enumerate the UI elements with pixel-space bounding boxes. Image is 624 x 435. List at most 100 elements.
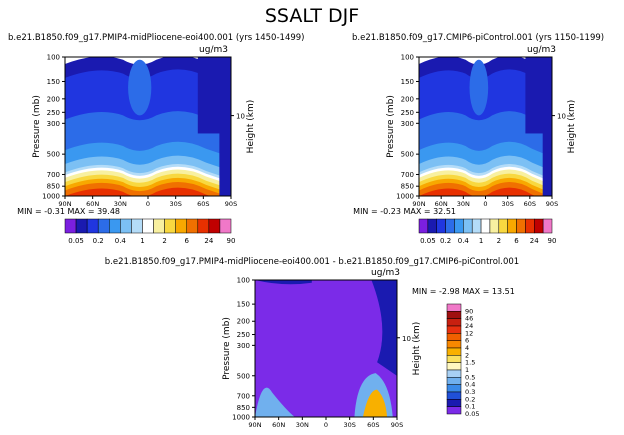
colorbar-right-swatch	[480, 218, 491, 234]
y-tick-label: 850	[237, 404, 250, 412]
colorbar-diff-label: 46	[465, 315, 473, 323]
colorbar-diff-swatch	[446, 311, 462, 319]
right-axis-label: Height (km)	[412, 322, 422, 376]
y-axis-label: Pressure (mb)	[222, 317, 232, 380]
colorbars: 0.05 0.2 0.4 1 2 6 24 90 0.05 0.2 0.4 1 2 6 24 90904624…	[64, 218, 557, 418]
x-tick-label: 60S	[197, 200, 209, 208]
y-tick-label: 150	[401, 78, 414, 86]
colorbar-left-swatch	[97, 218, 110, 234]
field-core	[128, 59, 152, 116]
x-tick-label: 90S	[391, 421, 403, 429]
colorbar-left-swatch	[142, 218, 154, 234]
colorbar-left-swatch	[175, 218, 187, 234]
colorbar-right-label: 0.4	[458, 237, 470, 245]
x-tick-label: 60S	[367, 421, 379, 429]
colorbar-left-swatch	[86, 218, 99, 234]
x-tick-label: 90N	[412, 200, 425, 208]
colorbar-right-label: 2	[497, 237, 501, 245]
panel-diff-title: b.e21.B1850.f09_g17.PMIP4-midPliocene-eo…	[105, 257, 519, 267]
colorbar-right-swatch	[525, 218, 535, 234]
colorbar-right-swatch	[418, 218, 429, 234]
panel-left-title: b.e21.B1850.f09_g17.PMIP4-midPliocene-eo…	[8, 33, 304, 43]
panel-right-minmax: MIN = -0.23 MAX = 32.51	[353, 207, 456, 216]
colorbar-diff-label: 0.5	[465, 373, 475, 381]
colorbar-left-swatch	[219, 218, 232, 234]
x-tick-label: 60N	[272, 421, 285, 429]
panel-diff-field	[254, 279, 398, 418]
colorbar-right-swatch	[516, 218, 526, 234]
colorbar-right-label: 90	[548, 237, 557, 245]
field-upper-south	[371, 280, 397, 376]
colorbar-right-swatch	[454, 218, 464, 234]
field-band-11	[419, 187, 552, 196]
y-tick-label: 200	[401, 95, 414, 103]
y-tick-label: 850	[401, 183, 414, 191]
colorbar-diff-swatch	[446, 362, 462, 371]
colorbar-right-label: 0.2	[440, 237, 451, 245]
x-tick-label: 30N	[457, 200, 470, 208]
colorbar-diff-label: 24	[465, 322, 473, 330]
colorbar-diff-swatch	[446, 325, 462, 334]
colorbar-diff-label: 90	[465, 307, 473, 315]
y-tick-label: 850	[47, 183, 60, 191]
colorbar-diff-swatch	[446, 318, 462, 327]
colorbar-diff-swatch	[446, 399, 462, 407]
colorbar-left-label: 90	[227, 237, 236, 245]
panel-diff-units: ug/m3	[371, 268, 400, 278]
x-tick-label: 30S	[343, 421, 355, 429]
colorbar-left-swatch	[64, 218, 77, 234]
colorbar-left-swatch	[186, 218, 199, 234]
x-tick-label: 0	[324, 421, 328, 429]
colorbar-diff-swatch	[446, 333, 462, 341]
panel-left: b.e21.B1850.f09_g17.PMIP4-midPliocene-eo…	[8, 33, 304, 216]
y-tick-label: 700	[47, 171, 60, 179]
colorbar-diff-label: 1	[465, 366, 469, 374]
x-tick-label: 30N	[114, 200, 127, 208]
x-tick-label: 30N	[296, 421, 309, 429]
colorbar-left-swatch	[208, 218, 221, 234]
panel-right-units: ug/m3	[527, 45, 556, 55]
y-tick-label: 700	[237, 392, 250, 400]
colorbar-diff-swatch	[446, 369, 462, 378]
colorbar-diff-swatch	[446, 303, 462, 312]
colorbar-diff-label: 2	[465, 351, 469, 359]
colorbar-left-label: 0.2	[93, 237, 104, 245]
panel-left-field	[64, 56, 232, 197]
y-tick-label: 1000	[232, 414, 250, 422]
colorbar-left-label: 2	[162, 237, 166, 245]
colorbar-right-label: 6	[514, 237, 519, 245]
colorbar-diff-swatch	[446, 406, 462, 415]
right-tick-label: 10	[402, 335, 411, 343]
colorbar-right-swatch	[542, 218, 553, 234]
y-axis-label: Pressure (mb)	[32, 95, 42, 158]
colorbar-diff-label: 4	[465, 344, 469, 352]
panel-right-title: b.e21.B1850.f09_g17.CMIP6-piControl.001 …	[352, 33, 604, 43]
colorbar-diff-label: 0.1	[465, 403, 475, 411]
y-tick-label: 150	[47, 78, 60, 86]
x-tick-label: 90S	[546, 200, 558, 208]
colorbar-diff-label: 0.3	[465, 388, 475, 396]
x-tick-label: 90S	[225, 200, 237, 208]
colorbar-diff-label: 1.5	[465, 359, 475, 367]
y-tick-label: 500	[401, 151, 414, 159]
colorbar-diff-label: 6	[465, 337, 469, 345]
panel-left-units: ug/m3	[199, 45, 228, 55]
colorbar-diff-label: 12	[465, 329, 473, 337]
right-axis-label: Height (km)	[246, 100, 256, 154]
y-tick-label: 250	[401, 109, 414, 117]
y-tick-label: 300	[237, 342, 250, 350]
colorbar-right-swatch	[436, 218, 446, 234]
panel-diff-minmax: MIN = -2.98 MAX = 13.51	[412, 287, 515, 296]
colorbar-left-swatch	[75, 218, 88, 234]
colorbar-left-label: 24	[204, 237, 213, 245]
y-tick-label: 150	[237, 301, 250, 309]
field-south-pole	[219, 57, 231, 196]
colorbar-right-swatch	[489, 218, 500, 234]
colorbar-left-label: 1	[140, 237, 144, 245]
y-tick-label: 1000	[396, 193, 414, 201]
y-tick-label: 500	[237, 372, 250, 380]
panel-diff: b.e21.B1850.f09_g17.PMIP4-midPliocene-eo…	[105, 257, 519, 418]
colorbar-right-label: 24	[530, 237, 539, 245]
right-axis-label: Height (km)	[567, 100, 577, 154]
